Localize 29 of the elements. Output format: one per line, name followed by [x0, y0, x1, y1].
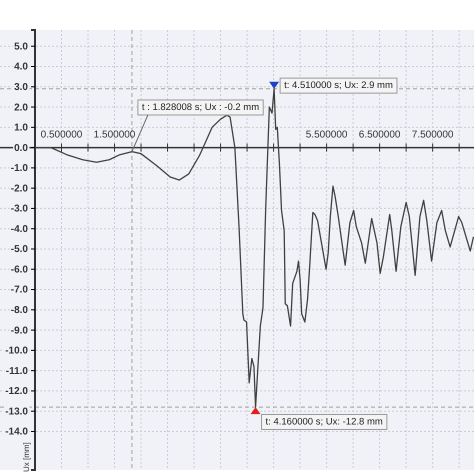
y-tick-label: -8.0	[10, 305, 28, 316]
y-tick-label: -11.0	[6, 366, 28, 377]
y-tick-label: -9.0	[10, 325, 28, 336]
x-tick-label: 7.500000	[412, 130, 454, 141]
y-tick-label: -3.0	[10, 204, 28, 215]
annotation: t: 4.160000 s; Ux: -12.8 mm	[266, 416, 383, 428]
annotation: t : 1.828008 s; Ux : -0.2 mm	[142, 102, 260, 113]
y-tick-label: 4.0	[14, 62, 28, 73]
annotation: t: 4.510000 s; Ux: 2.9 mm	[284, 80, 393, 92]
x-tick-label: 6.500000	[358, 130, 401, 141]
y-tick-label: 2.0	[14, 102, 28, 114]
y-tick-label: -2.0	[10, 183, 28, 194]
y-tick-label: -13.0	[5, 406, 28, 418]
y-tick-label: -12.0	[5, 386, 28, 398]
x-tick-label: 0.500000	[40, 130, 83, 141]
y-tick-label: 0.0	[14, 142, 28, 154]
y-tick-label: -7.0	[10, 284, 28, 296]
y-tick-label: -6.0	[10, 264, 28, 276]
y-tick-label: -10.0	[5, 346, 28, 357]
y-tick-label: -4.0	[10, 224, 28, 235]
y-axis-title: Ux [mm]	[22, 442, 31, 472]
y-tick-label: -5.0	[10, 244, 28, 256]
y-tick-label: -14.0	[5, 426, 28, 438]
y-tick-label: 3.0	[14, 82, 28, 93]
y-tick-label: -1.0	[10, 163, 28, 174]
y-tick-label: 1.0	[14, 122, 28, 134]
y-tick-label: 5.0	[14, 41, 28, 52]
x-tick-label: 1.500000	[94, 130, 136, 141]
x-tick-label: 5.500000	[306, 130, 348, 141]
